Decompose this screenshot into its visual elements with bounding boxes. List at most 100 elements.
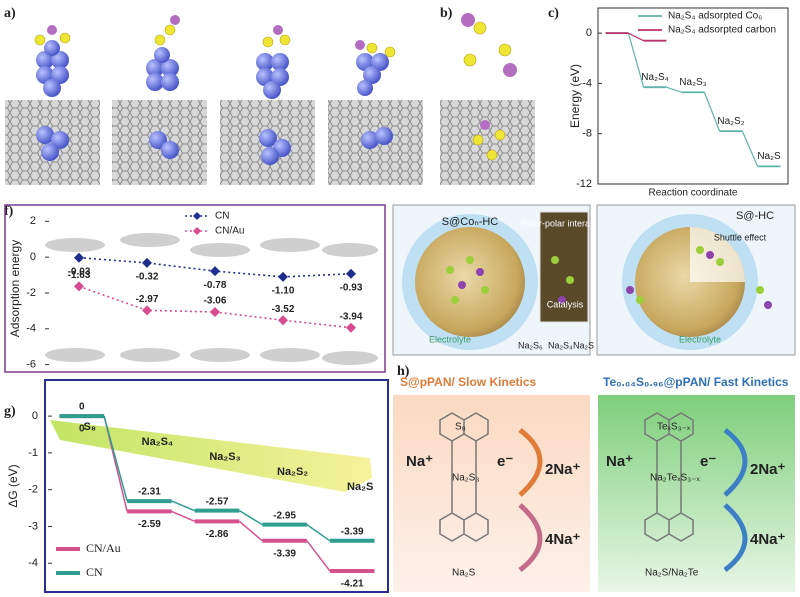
y-tick-label: 0 bbox=[30, 251, 36, 263]
point bbox=[278, 315, 288, 326]
data-label: -0.32 bbox=[136, 272, 159, 283]
connector bbox=[666, 86, 682, 93]
panel-e: S@-HC Shuttle effect Electrolyte bbox=[596, 204, 796, 356]
data-label: -3.52 bbox=[272, 304, 295, 315]
connector bbox=[306, 524, 331, 542]
panel-title: Te₀.₀₄S₀.₉₆@pPAN/ Fast Kinetics bbox=[603, 375, 789, 389]
callout: Catalysis bbox=[547, 299, 584, 309]
panel-frame bbox=[44, 379, 389, 593]
plot-frame bbox=[597, 7, 789, 185]
data-label: -3.94 bbox=[340, 311, 363, 322]
species-label: Na₂TeₓS₃₋ₓ bbox=[650, 473, 701, 484]
panel-h: S@pPAN/ Slow Kinetics S₈ Na⁺ e⁻ 2Na⁺ 4Na… bbox=[393, 375, 795, 592]
y-tick-label: -6 bbox=[26, 359, 36, 371]
point bbox=[142, 257, 152, 268]
x-axis-label: Reaction coordinate bbox=[649, 188, 738, 199]
data-label: -2.57 bbox=[206, 496, 229, 507]
panel-title: S@-HC bbox=[736, 210, 774, 222]
species-label: TeₓS₃₋ₓ bbox=[657, 422, 691, 433]
y-tick-label: -8 bbox=[582, 128, 592, 140]
y-axis-label: Adsorption energy bbox=[8, 240, 22, 337]
connector bbox=[627, 32, 645, 88]
data-label: -0.93 bbox=[340, 282, 363, 293]
legend-label: CN bbox=[86, 565, 103, 579]
legend-label: CN bbox=[215, 211, 229, 222]
species-label: Na₂S bbox=[347, 481, 373, 493]
data-label: -1.63 bbox=[68, 270, 91, 281]
level-label: Na₂S₃ bbox=[679, 77, 706, 88]
panel-frame bbox=[4, 204, 386, 373]
connector bbox=[171, 510, 195, 523]
electrolyte-label: Electrolyte bbox=[429, 334, 471, 344]
y-tick-label: -4 bbox=[582, 77, 592, 89]
connector bbox=[703, 92, 721, 132]
callout: Shuttle effect bbox=[714, 232, 767, 242]
y-tick-label: -1 bbox=[28, 447, 38, 459]
connector bbox=[306, 540, 331, 572]
point bbox=[74, 281, 84, 292]
step-label: 4Na⁺ bbox=[545, 531, 581, 548]
data-label: -2.97 bbox=[136, 294, 159, 305]
structure-images bbox=[5, 13, 535, 185]
electron-label: e⁻ bbox=[497, 453, 513, 470]
panel-label: c) bbox=[548, 6, 559, 21]
data-label: 0 bbox=[79, 402, 85, 413]
data-label: 0 bbox=[79, 424, 85, 435]
data-label: -3.39 bbox=[341, 526, 364, 537]
panel-title: S@pPAN/ Slow Kinetics bbox=[400, 375, 536, 389]
y-tick-label: -2 bbox=[28, 484, 38, 496]
y-tick-label: 2 bbox=[30, 215, 36, 227]
y-tick-label: 0 bbox=[586, 27, 592, 39]
y-tick-label: 0 bbox=[32, 410, 38, 422]
y-tick-label: -2 bbox=[26, 287, 36, 299]
connector bbox=[171, 500, 195, 512]
y-axis-label: Energy (eV) bbox=[568, 64, 582, 128]
legend-label: Na₂S₄ adsorpted Co₆ bbox=[668, 11, 762, 22]
panel-label: h) bbox=[397, 364, 410, 379]
panel-label: b) bbox=[440, 6, 453, 21]
panel-d: S@Coₙ-HC Polar-polar interaction Catalys… bbox=[392, 204, 609, 356]
legend-label: Na₂S bbox=[573, 340, 594, 350]
electron-label: e⁻ bbox=[700, 453, 716, 470]
y-tick-label: -4 bbox=[28, 557, 38, 569]
y-tick-label: -3 bbox=[28, 520, 38, 532]
point bbox=[74, 252, 84, 263]
panel-label: f) bbox=[4, 204, 14, 219]
data-label: -4.21 bbox=[341, 579, 364, 590]
legend-label: Na₂S₄ bbox=[548, 340, 573, 350]
step-label: 4Na⁺ bbox=[750, 531, 786, 548]
data-label: -0.03 bbox=[68, 266, 91, 277]
connector bbox=[238, 510, 263, 526]
panel-label: a) bbox=[4, 6, 16, 21]
data-label: -3.39 bbox=[273, 548, 296, 559]
data-label: -2.59 bbox=[138, 519, 161, 530]
legend-swatch bbox=[193, 227, 201, 235]
species-label: Na₂S₃ bbox=[209, 451, 240, 463]
point bbox=[346, 322, 356, 333]
legend-label: Na₂S₄ adsorpted carbon bbox=[668, 25, 776, 36]
legend-swatch bbox=[193, 212, 201, 220]
y-tick-label: -4 bbox=[26, 323, 36, 335]
species-label: Na₂S₄ bbox=[142, 436, 174, 448]
y-axis-label: ΔG (eV) bbox=[6, 464, 20, 507]
level-label: Na₂S₂ bbox=[717, 116, 744, 127]
ion-label: Na⁺ bbox=[406, 453, 433, 470]
panel-label: g) bbox=[4, 404, 16, 419]
species-label: Na₂S₂ bbox=[277, 466, 308, 478]
species-label: S₈ bbox=[84, 421, 97, 433]
species-label: Na₂S/Na₂Te bbox=[645, 568, 699, 579]
species-label: S₈ bbox=[455, 422, 466, 433]
reaction-banner bbox=[50, 420, 372, 492]
callout: Polar-polar interaction bbox=[521, 218, 609, 228]
y-tick-label: -12 bbox=[576, 178, 592, 190]
level-label: Na₂S bbox=[757, 151, 781, 162]
connector bbox=[103, 415, 128, 502]
data-label: -2.86 bbox=[206, 529, 229, 540]
data-label: -3.06 bbox=[204, 296, 227, 307]
data-label: -2.95 bbox=[273, 510, 296, 521]
point bbox=[346, 268, 356, 279]
legend-label: Na₂S₆ bbox=[518, 340, 543, 350]
data-label: -0.78 bbox=[204, 280, 227, 291]
species-label: Na₂S₃ bbox=[452, 473, 479, 484]
